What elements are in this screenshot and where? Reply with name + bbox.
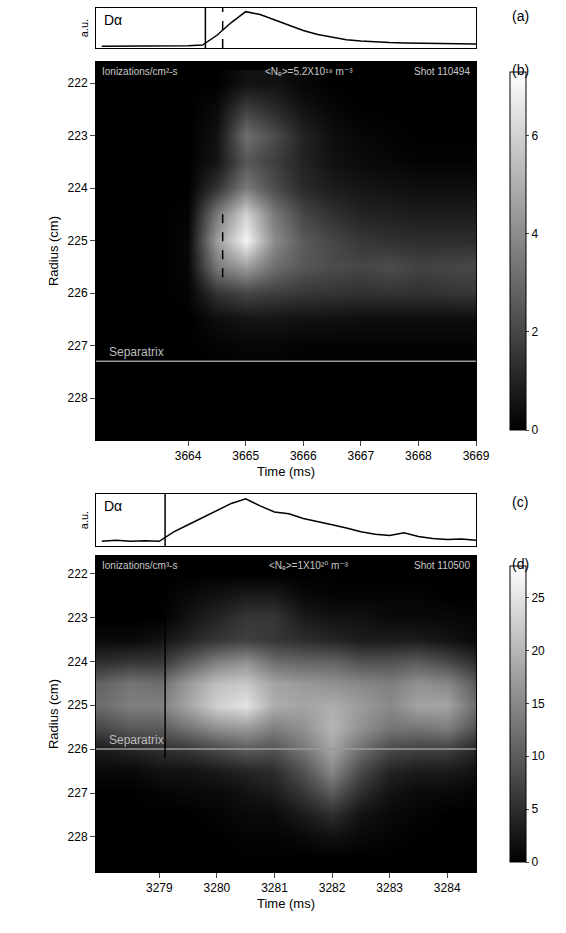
svg-text:226: 226 [68, 286, 88, 300]
svg-text:(d): (d) [512, 556, 529, 572]
svg-text:228: 228 [68, 391, 88, 405]
svg-text:Radius (cm): Radius (cm) [46, 216, 61, 286]
svg-text:5: 5 [531, 802, 538, 816]
svg-text:Time (ms): Time (ms) [257, 896, 315, 911]
svg-text:Dα: Dα [104, 12, 122, 28]
svg-text:3281: 3281 [261, 881, 288, 895]
svg-text:3282: 3282 [319, 881, 346, 895]
svg-text:Dα: Dα [104, 498, 122, 514]
svg-text:Shot 110500: Shot 110500 [414, 560, 470, 571]
svg-text:10: 10 [531, 749, 545, 763]
svg-text:3667: 3667 [347, 449, 374, 463]
svg-text:222: 222 [68, 76, 88, 90]
svg-text:227: 227 [68, 786, 88, 800]
svg-text:(b): (b) [512, 62, 529, 78]
svg-text:222: 222 [68, 567, 88, 581]
svg-text:<Nₑ>=1X10²⁰ m⁻³: <Nₑ>=1X10²⁰ m⁻³ [269, 560, 349, 571]
svg-text:Separatrix: Separatrix [109, 345, 164, 359]
svg-text:227: 227 [68, 339, 88, 353]
svg-text:a.u.: a.u. [78, 19, 90, 37]
svg-text:228: 228 [68, 830, 88, 844]
svg-text:Radius (cm): Radius (cm) [46, 679, 61, 749]
svg-text:225: 225 [68, 234, 88, 248]
svg-text:224: 224 [68, 655, 88, 669]
svg-text:Time (ms): Time (ms) [257, 464, 315, 479]
svg-text:Shot 110494: Shot 110494 [414, 66, 470, 77]
svg-text:15: 15 [531, 697, 545, 711]
svg-text:25: 25 [531, 591, 545, 605]
svg-text:3664: 3664 [175, 449, 202, 463]
svg-text:(c): (c) [512, 494, 528, 510]
svg-text:224: 224 [68, 181, 88, 195]
svg-text:0: 0 [531, 423, 538, 437]
svg-text:225: 225 [68, 698, 88, 712]
svg-text:223: 223 [68, 129, 88, 143]
svg-text:3666: 3666 [290, 449, 317, 463]
svg-text:3284: 3284 [434, 881, 461, 895]
svg-text:3669: 3669 [463, 449, 490, 463]
svg-text:<Nₑ>=5.2X10¹⁹ m⁻³: <Nₑ>=5.2X10¹⁹ m⁻³ [265, 66, 353, 77]
svg-text:6: 6 [531, 129, 538, 143]
svg-text:0: 0 [531, 855, 538, 869]
svg-text:a.u.: a.u. [78, 511, 90, 529]
svg-text:3283: 3283 [376, 881, 403, 895]
svg-text:Ionizations/cm²-s: Ionizations/cm²-s [102, 66, 178, 77]
svg-text:3280: 3280 [204, 881, 231, 895]
svg-text:(a): (a) [512, 8, 529, 24]
svg-text:3668: 3668 [405, 449, 432, 463]
svg-text:Ionizations/cm³-s: Ionizations/cm³-s [102, 560, 178, 571]
svg-text:3665: 3665 [232, 449, 259, 463]
svg-text:20: 20 [531, 644, 545, 658]
svg-text:Separatrix: Separatrix [109, 733, 164, 747]
svg-text:4: 4 [531, 227, 538, 241]
svg-text:226: 226 [68, 742, 88, 756]
svg-text:2: 2 [531, 325, 538, 339]
svg-text:223: 223 [68, 611, 88, 625]
svg-text:3279: 3279 [146, 881, 173, 895]
